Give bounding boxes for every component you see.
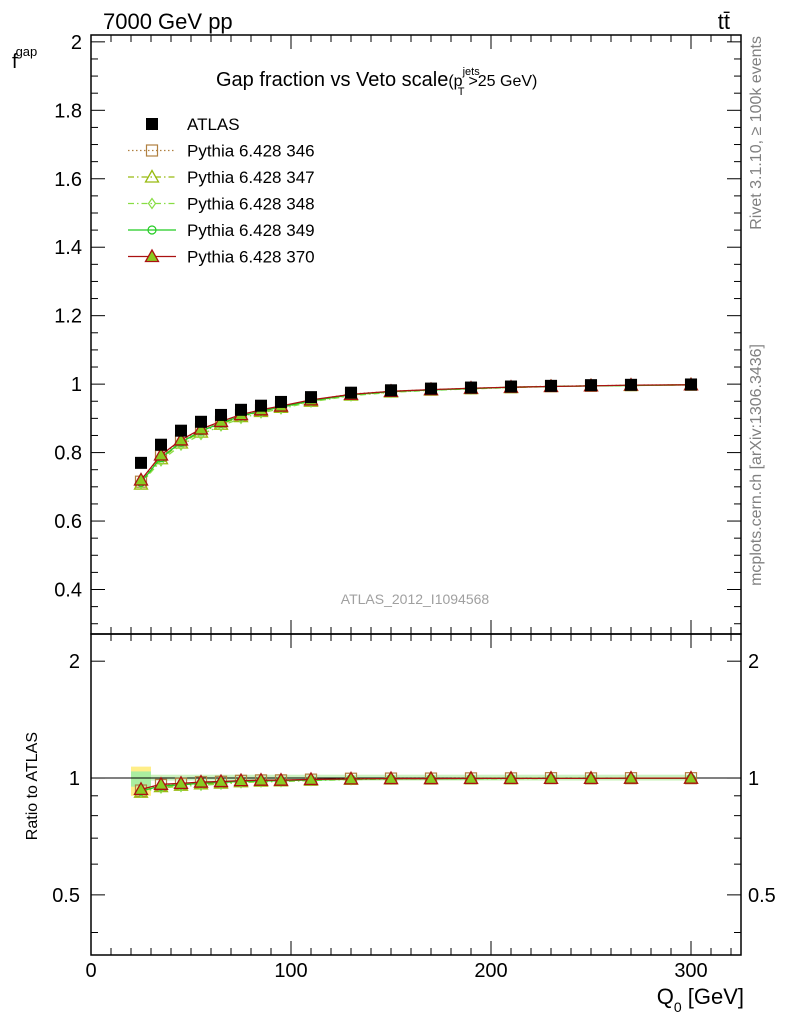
series-5-ratio-point: [503, 770, 519, 785]
x-tick-label: 300: [674, 960, 707, 982]
series-line-top-4: [140, 384, 692, 483]
y-tick-label-top: 1: [71, 374, 82, 396]
series-5-ratio-point: [253, 772, 269, 786]
series-5-ratio-point: [193, 774, 209, 788]
atlas-data-point: [195, 415, 207, 428]
series-5-ratio-point: [173, 775, 189, 790]
series-line-top-3: [140, 384, 692, 484]
atlas-data-point: [155, 438, 167, 451]
atlas-data-point: [385, 384, 397, 397]
y-tick-label-bottom-right: 2: [748, 651, 759, 673]
atlas-data-point: [505, 380, 517, 393]
series-5-ratio-point: [343, 771, 359, 785]
atlas-data-point: [175, 424, 187, 437]
legend-marker-2: [144, 169, 160, 183]
y-tick-label-top: 1.4: [54, 237, 82, 259]
legend-label-3: Pythia 6.428 348: [187, 195, 315, 214]
atlas-data-point: [465, 381, 477, 394]
x-tick-label: 0: [85, 960, 96, 982]
series-5-ratio-point: [623, 770, 639, 784]
legend-label-2: Pythia 6.428 347: [187, 168, 315, 187]
series-5-ratio-point: [233, 772, 249, 787]
y-tick-label-bottom: 1: [69, 768, 80, 790]
series-5-ratio-point: [543, 770, 559, 785]
series-5-ratio-point: [383, 770, 399, 785]
title-main: Gap fraction vs Veto scale: [216, 69, 448, 91]
x-axis-label: Q0 [GeV]: [657, 984, 744, 1015]
atlas-data-point: [345, 386, 357, 399]
series-5-point: [173, 432, 189, 446]
series-5-ratio-point: [303, 771, 319, 786]
series-5-ratio-point: [463, 770, 479, 785]
ratio-band-green: [131, 771, 151, 787]
legend-marker-0: [146, 118, 158, 130]
x-label-sub: 0: [674, 999, 682, 1015]
analysis-label: ATLAS_2012_I1094568: [341, 591, 490, 607]
atlas-data-point: [545, 379, 557, 392]
chart-title: Gap fraction vs Veto scale(pjets T>25 GeV…: [216, 66, 537, 98]
atlas-data-point: [685, 378, 697, 391]
y-tick-label-top: 1.6: [54, 169, 82, 191]
legend-label-4: Pythia 6.428 349: [187, 221, 315, 240]
mcplots-side-label: mcplots.cern.ch [arXiv:1306.3436]: [748, 344, 765, 586]
y-tick-label-bottom: 0.5: [52, 885, 80, 907]
legend-label-0: ATLAS: [187, 115, 240, 134]
series-5-ratio-point: [213, 773, 229, 788]
y-label-sub: gap: [16, 44, 38, 59]
process-label: tt̄: [718, 9, 730, 34]
series-line-top-2: [140, 384, 692, 485]
atlas-data-point: [135, 456, 147, 469]
y-axis-label-bottom: Ratio to ATLAS: [24, 732, 41, 840]
y-tick-label-top: 0.4: [54, 580, 82, 602]
legend-marker-3: [147, 197, 157, 210]
y-label-main: f: [12, 51, 18, 73]
x-tick-label: 100: [274, 960, 307, 982]
y-axis-label-top: fgap: [12, 44, 37, 73]
atlas-data-point: [255, 399, 267, 412]
series-5-ratio-point: [273, 772, 289, 786]
energy-label: 7000 GeV pp: [103, 9, 233, 34]
series-5-ratio-point: [153, 776, 169, 790]
atlas-data-point: [275, 395, 287, 408]
series-5-ratio-point: [583, 770, 599, 785]
atlas-data-point: [625, 378, 637, 391]
legend-marker-5: [144, 248, 160, 263]
series-line-top-1: [140, 384, 692, 483]
legend-label-5: Pythia 6.428 370: [187, 248, 315, 267]
y-tick-label-top: 2: [71, 32, 82, 54]
title-cut-open: (p: [448, 73, 462, 90]
series-5-point: [133, 472, 149, 486]
legend-marker-1: [145, 144, 159, 157]
y-tick-label-top: 0.8: [54, 443, 82, 465]
y-tick-label-top: 1.8: [54, 100, 82, 122]
x-label-main: Q: [657, 984, 674, 1009]
title-cut-sup: jets: [462, 66, 481, 78]
series-line-top-5: [140, 384, 692, 481]
x-label-rest: [GeV]: [682, 984, 744, 1009]
x-tick-label: 200: [474, 960, 507, 982]
series-5-ratio-point: [423, 770, 439, 785]
y-tick-label-bottom-right: 1: [748, 768, 759, 790]
atlas-data-point: [235, 403, 247, 416]
series-5-point: [193, 421, 209, 435]
title-cut-rest: >25 GeV): [468, 73, 537, 90]
plot-layer: 0 100 200 300 0.4 0.6 0.8 1 1.2 1.4 1.6 1.8 2 0.5 0.5 1…: [52, 32, 776, 982]
y-tick-label-top: 1.2: [54, 306, 82, 328]
title-cut-sub: T: [458, 86, 465, 98]
y-tick-label-bottom-right: 0.5: [748, 885, 776, 907]
legend-label-1: Pythia 6.428 346: [187, 142, 315, 161]
rivet-side-label: Rivet 3.1.10, ≥ 100k events: [748, 36, 765, 230]
bottom-frame: [90, 633, 742, 956]
y-tick-label-top: 0.6: [54, 511, 82, 533]
atlas-data-point: [425, 382, 437, 395]
atlas-data-point: [305, 391, 317, 404]
atlas-data-point: [215, 408, 227, 421]
y-tick-label-bottom: 2: [69, 651, 80, 673]
atlas-data-point: [585, 379, 597, 392]
series-5-ratio-point: [133, 781, 149, 795]
series-5-ratio-point: [683, 770, 699, 784]
series-5-point: [153, 447, 169, 461]
